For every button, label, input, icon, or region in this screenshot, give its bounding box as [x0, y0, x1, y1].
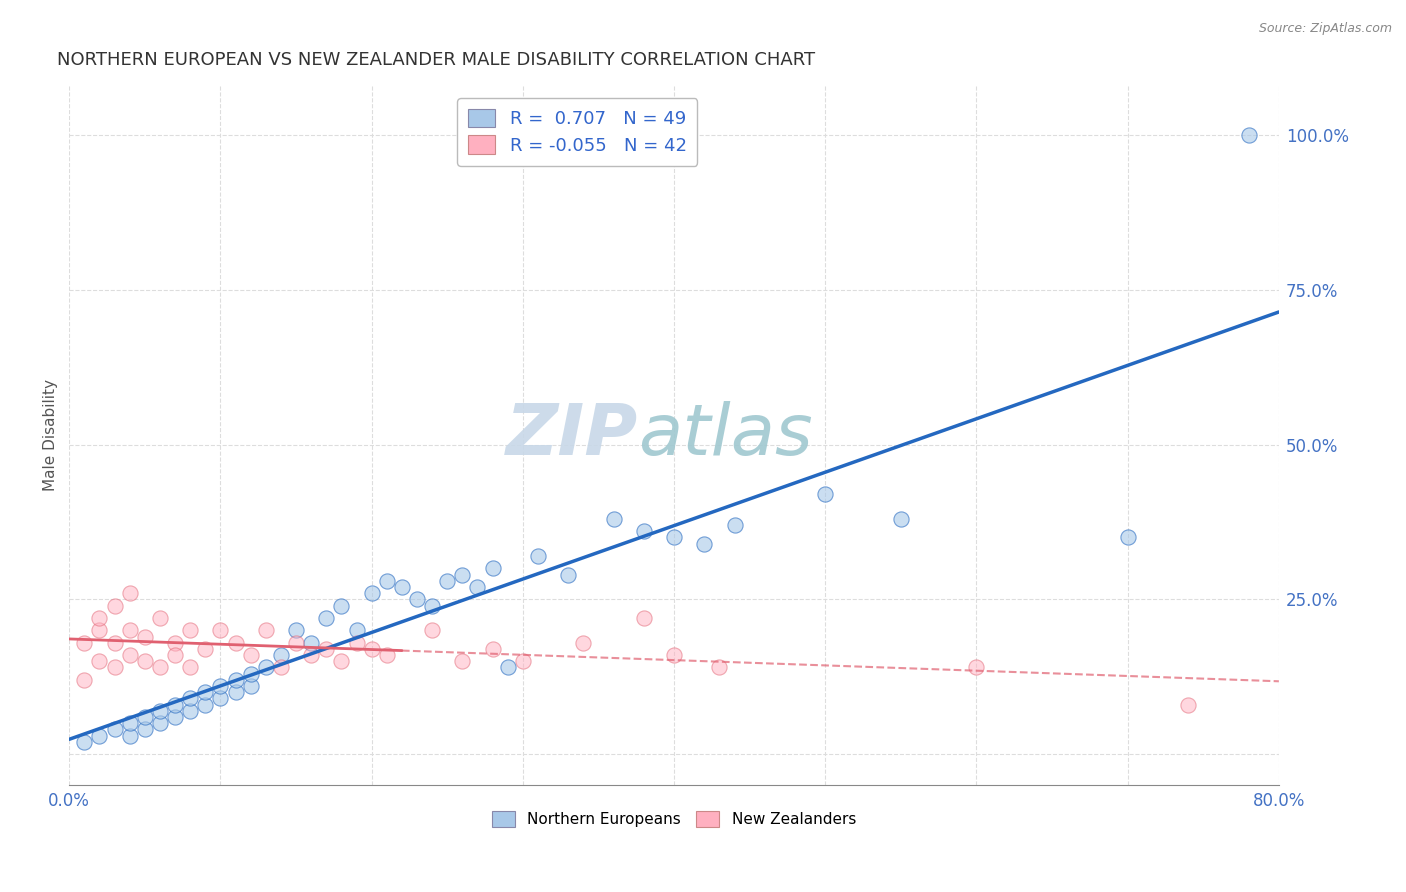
Point — [104, 660, 127, 674]
Point — [890, 512, 912, 526]
Point — [270, 648, 292, 662]
Point — [89, 611, 111, 625]
Point — [165, 636, 187, 650]
Point — [134, 630, 156, 644]
Point — [662, 648, 685, 662]
Point — [89, 654, 111, 668]
Text: NORTHERN EUROPEAN VS NEW ZEALANDER MALE DISABILITY CORRELATION CHART: NORTHERN EUROPEAN VS NEW ZEALANDER MALE … — [58, 51, 815, 69]
Point — [662, 531, 685, 545]
Point — [149, 704, 172, 718]
Point — [451, 567, 474, 582]
Point — [118, 648, 141, 662]
Point — [330, 599, 353, 613]
Point — [299, 648, 322, 662]
Point — [149, 716, 172, 731]
Point — [496, 660, 519, 674]
Point — [89, 729, 111, 743]
Point — [391, 580, 413, 594]
Point — [965, 660, 987, 674]
Point — [165, 648, 187, 662]
Point — [194, 685, 217, 699]
Point — [239, 648, 262, 662]
Point — [179, 691, 201, 706]
Point — [360, 586, 382, 600]
Point — [118, 624, 141, 638]
Y-axis label: Male Disability: Male Disability — [44, 379, 58, 491]
Point — [149, 611, 172, 625]
Point — [254, 624, 277, 638]
Point — [693, 536, 716, 550]
Point — [1237, 128, 1260, 142]
Point — [165, 698, 187, 712]
Point — [73, 673, 96, 687]
Point — [420, 624, 443, 638]
Point — [194, 698, 217, 712]
Point — [194, 641, 217, 656]
Point — [709, 660, 731, 674]
Point — [285, 624, 308, 638]
Point — [179, 660, 201, 674]
Point — [557, 567, 579, 582]
Point — [633, 611, 655, 625]
Point — [254, 660, 277, 674]
Point — [330, 654, 353, 668]
Point — [633, 524, 655, 539]
Point — [315, 641, 337, 656]
Point — [270, 660, 292, 674]
Point — [118, 716, 141, 731]
Point — [89, 624, 111, 638]
Point — [814, 487, 837, 501]
Point — [225, 673, 247, 687]
Point — [406, 592, 429, 607]
Point — [467, 580, 489, 594]
Point — [572, 636, 595, 650]
Text: atlas: atlas — [638, 401, 813, 470]
Text: Source: ZipAtlas.com: Source: ZipAtlas.com — [1258, 22, 1392, 36]
Point — [512, 654, 534, 668]
Point — [104, 723, 127, 737]
Point — [134, 723, 156, 737]
Point — [1177, 698, 1199, 712]
Point — [346, 636, 368, 650]
Point — [209, 679, 232, 693]
Point — [375, 648, 398, 662]
Point — [225, 636, 247, 650]
Point — [527, 549, 550, 563]
Point — [420, 599, 443, 613]
Point — [104, 599, 127, 613]
Point — [165, 710, 187, 724]
Text: ZIP: ZIP — [506, 401, 638, 470]
Point — [209, 691, 232, 706]
Point — [436, 574, 458, 588]
Point — [179, 704, 201, 718]
Point — [134, 710, 156, 724]
Point — [1116, 531, 1139, 545]
Point — [299, 636, 322, 650]
Point — [239, 679, 262, 693]
Point — [73, 735, 96, 749]
Point — [602, 512, 624, 526]
Point — [239, 666, 262, 681]
Point — [723, 518, 745, 533]
Point — [225, 685, 247, 699]
Point — [118, 586, 141, 600]
Point — [149, 660, 172, 674]
Legend: Northern Europeans, New Zealanders: Northern Europeans, New Zealanders — [486, 805, 862, 833]
Point — [209, 624, 232, 638]
Point — [360, 641, 382, 656]
Point — [315, 611, 337, 625]
Point — [451, 654, 474, 668]
Point — [104, 636, 127, 650]
Point — [73, 636, 96, 650]
Point — [481, 641, 503, 656]
Point — [481, 561, 503, 575]
Point — [375, 574, 398, 588]
Point — [346, 624, 368, 638]
Point — [285, 636, 308, 650]
Point — [118, 729, 141, 743]
Point — [134, 654, 156, 668]
Point — [179, 624, 201, 638]
